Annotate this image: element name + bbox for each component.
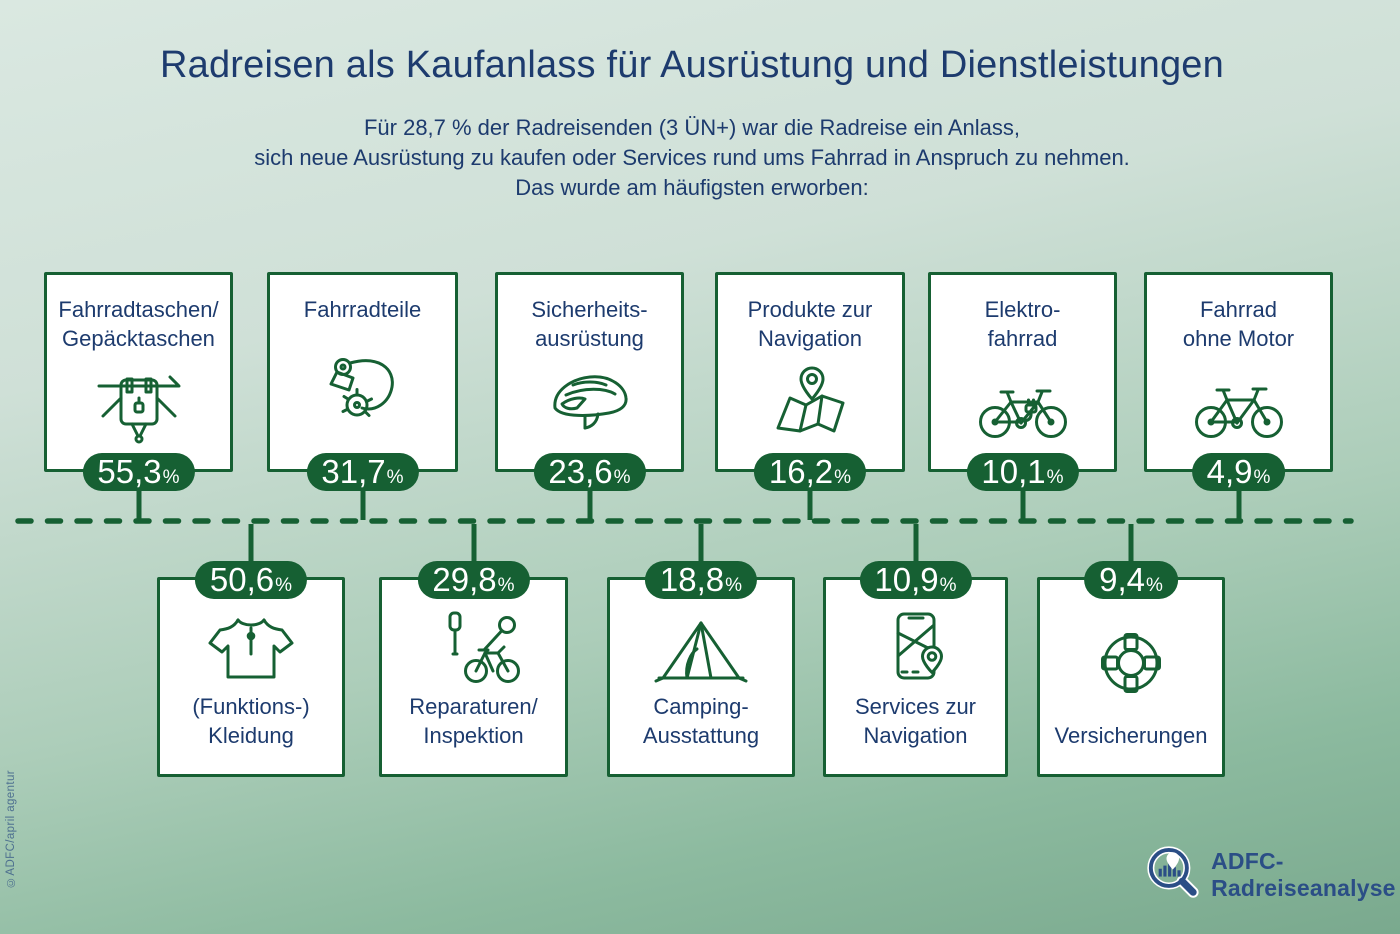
value-badge: 18,8% — [644, 561, 758, 599]
adfc-logo: ADFC-Radreiseanalyse — [1143, 836, 1400, 914]
card-label: Fahrradtaschen/ Gepäcktaschen — [58, 297, 219, 351]
timeline-dashed-line — [15, 518, 1354, 524]
card-label: Versicherungen — [1054, 723, 1208, 748]
connector-line — [360, 490, 365, 520]
connector-line — [913, 524, 918, 562]
card-elektrofahrrad: Elektro- fahrrad 10,1% — [928, 272, 1117, 520]
card-label: Produkte zur Navigation — [747, 297, 873, 351]
card-fahrrad-ohne-motor: Fahrrad ohne Motor 4,9% — [1144, 272, 1333, 520]
value-badge: 4,9% — [1191, 453, 1286, 491]
connector-line — [587, 490, 592, 520]
logo-text: ADFC-Radreiseanalyse — [1211, 848, 1396, 901]
card-produkte-navigation: Produkte zur Navigation 16,2% — [715, 272, 905, 520]
card-reparaturen: Reparaturen/ Inspektion 29,8% — [379, 524, 568, 777]
card-label: Elektro- fahrrad — [984, 297, 1061, 351]
jersey-icon — [201, 580, 301, 692]
value-badge: 16,2% — [753, 453, 867, 491]
card-services-navigation: Services zur Navigation 10,9% — [823, 524, 1008, 777]
card-fahrradteile: Fahrradteile 31,7% — [267, 272, 458, 520]
map-pin-icon — [760, 353, 860, 469]
copyright-credit: ©ADFC/april agentur — [5, 770, 17, 889]
value-badge: 10,1% — [966, 453, 1079, 491]
page-title: Radreisen als Kaufanlass für Ausrüstung … — [160, 44, 1224, 86]
card-label: Camping- Ausstattung — [642, 694, 760, 748]
value-badge: 29,8% — [417, 561, 530, 599]
card-label: Reparaturen/ Inspektion — [409, 694, 538, 748]
value-badge: 9,4% — [1084, 561, 1178, 599]
connector-line — [1020, 490, 1025, 520]
card-sicherheitsausruestung: Sicherheits- ausrüstung 23,6% — [495, 272, 684, 520]
connector-line — [1128, 524, 1134, 562]
pannier-bag-icon — [89, 353, 189, 469]
card-label: Fahrradteile — [303, 297, 422, 322]
connector-line — [136, 490, 141, 520]
subtitle: Für 28,7 % der Radreisenden (3 ÜN+) war … — [254, 115, 1130, 200]
connector-line — [1236, 490, 1241, 520]
bicycle-icon — [1187, 353, 1291, 469]
card-label: Fahrrad ohne Motor — [1182, 297, 1295, 351]
card-label: Services zur Navigation — [854, 694, 977, 748]
value-badge: 50,6% — [194, 561, 308, 599]
magnifier-chart-pin-icon — [1147, 846, 1199, 898]
repair-tools-icon — [422, 580, 526, 692]
value-badge: 55,3% — [82, 453, 195, 491]
lifebuoy-icon — [1081, 580, 1181, 721]
connector-line — [471, 524, 476, 562]
card-funktionskleidung: (Funktions-) Kleidung 50,6% — [157, 524, 345, 777]
card-fahrradtaschen: Fahrradtaschen/ Gepäcktaschen 55,3% — [44, 272, 233, 520]
derailleur-icon — [313, 324, 413, 469]
value-badge: 31,7% — [306, 453, 419, 491]
phone-navigation-icon — [866, 580, 966, 692]
value-badge: 23,6% — [533, 453, 646, 491]
tent-icon — [649, 580, 753, 692]
value-badge: 10,9% — [859, 561, 972, 599]
card-versicherungen: Versicherungen 9,4% — [1037, 524, 1225, 777]
connector-line — [807, 490, 813, 520]
helmet-icon — [540, 353, 640, 469]
card-label: (Funktions-) Kleidung — [192, 694, 310, 748]
card-label: Sicherheits- ausrüstung — [531, 297, 648, 351]
card-camping: Camping- Ausstattung 18,8% — [607, 524, 795, 777]
ebike-icon — [971, 353, 1075, 469]
connector-line — [698, 524, 704, 562]
connector-line — [248, 524, 254, 562]
